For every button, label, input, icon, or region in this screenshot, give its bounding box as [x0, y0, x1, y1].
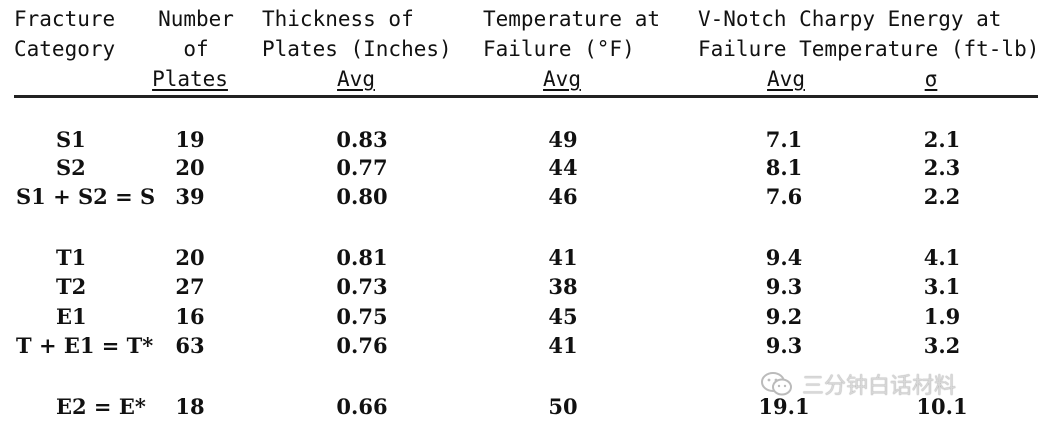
cell-plates: 20: [175, 245, 205, 270]
cell-plates: 18: [175, 394, 205, 419]
header-rule: [14, 95, 1038, 98]
cell-temp: 49: [548, 127, 578, 152]
header-charpy-sigma: σ: [924, 67, 938, 91]
cell-temp: 44: [548, 155, 578, 180]
cell-sigma: 3.1: [923, 274, 961, 299]
header-temperature-avg: Avg: [543, 67, 581, 91]
cell-category: T1: [56, 245, 87, 270]
cell-temp: 45: [548, 304, 578, 329]
header-thickness-unit: Plates (Inches): [262, 37, 452, 61]
cell-energy: 9.2: [765, 304, 803, 329]
cell-plates: 19: [175, 127, 205, 152]
cell-temp: 38: [548, 274, 578, 299]
cell-energy: 9.3: [765, 333, 803, 358]
header-category: Category: [14, 37, 116, 61]
cell-thickness: 0.73: [336, 274, 388, 299]
header-thickness-avg: Avg: [337, 67, 375, 91]
cell-plates: 27: [175, 274, 205, 299]
cell-category: T2: [56, 274, 87, 299]
cell-temp: 41: [548, 245, 578, 270]
header-thickness: Thickness of: [262, 7, 414, 31]
cell-category: E1: [56, 304, 87, 329]
header-of: of: [183, 37, 209, 61]
cell-energy: 8.1: [765, 155, 803, 180]
wechat-icon: [761, 372, 792, 396]
cell-thickness: 0.83: [336, 127, 388, 152]
header-charpy: V-Notch Charpy Energy at: [698, 7, 1002, 31]
header-plates: Plates: [152, 67, 228, 91]
cell-energy: 19.1: [758, 394, 810, 419]
header-charpy-avg: Avg: [767, 67, 805, 91]
cell-plates: 16: [175, 304, 205, 329]
cell-temp: 41: [548, 333, 578, 358]
cell-category: T + E1 = T*: [16, 333, 154, 358]
cell-sigma: 2.3: [923, 155, 961, 180]
cell-energy: 7.6: [765, 184, 803, 209]
cell-thickness: 0.75: [336, 304, 388, 329]
watermark-text: 三分钟白话材料: [802, 374, 957, 399]
header-number: Number: [158, 7, 234, 31]
cell-plates: 39: [175, 184, 205, 209]
header-charpy-unit: Failure Temperature (ft-lb): [698, 37, 1040, 61]
header-temperature-unit: Failure (°F): [483, 37, 635, 61]
cell-thickness: 0.80: [336, 184, 388, 209]
cell-thickness: 0.81: [336, 245, 388, 270]
cell-energy: 9.4: [765, 245, 803, 270]
cell-plates: 20: [175, 155, 205, 180]
cell-sigma: 2.1: [923, 127, 961, 152]
cell-category: S1 + S2 = S: [16, 184, 156, 209]
cell-sigma: 1.9: [923, 304, 961, 329]
header-fracture: Fracture: [14, 7, 116, 31]
cell-sigma: 3.2: [923, 333, 961, 358]
cell-energy: 9.3: [765, 274, 803, 299]
cell-sigma: 10.1: [916, 394, 968, 419]
cell-thickness: 0.76: [336, 333, 388, 358]
watermark: 三分钟白话材料: [760, 368, 956, 400]
header-temperature: Temperature at: [483, 7, 661, 31]
cell-plates: 63: [175, 333, 205, 358]
cell-sigma: 2.2: [923, 184, 961, 209]
cell-category: E2 = E*: [56, 394, 146, 419]
cell-category: S2: [56, 155, 86, 180]
cell-energy: 7.1: [765, 127, 803, 152]
cell-temp: 50: [548, 394, 578, 419]
cell-sigma: 4.1: [923, 245, 961, 270]
cell-category: S1: [56, 127, 86, 152]
cell-temp: 46: [548, 184, 578, 209]
cell-thickness: 0.77: [336, 155, 388, 180]
cell-thickness: 0.66: [336, 394, 388, 419]
